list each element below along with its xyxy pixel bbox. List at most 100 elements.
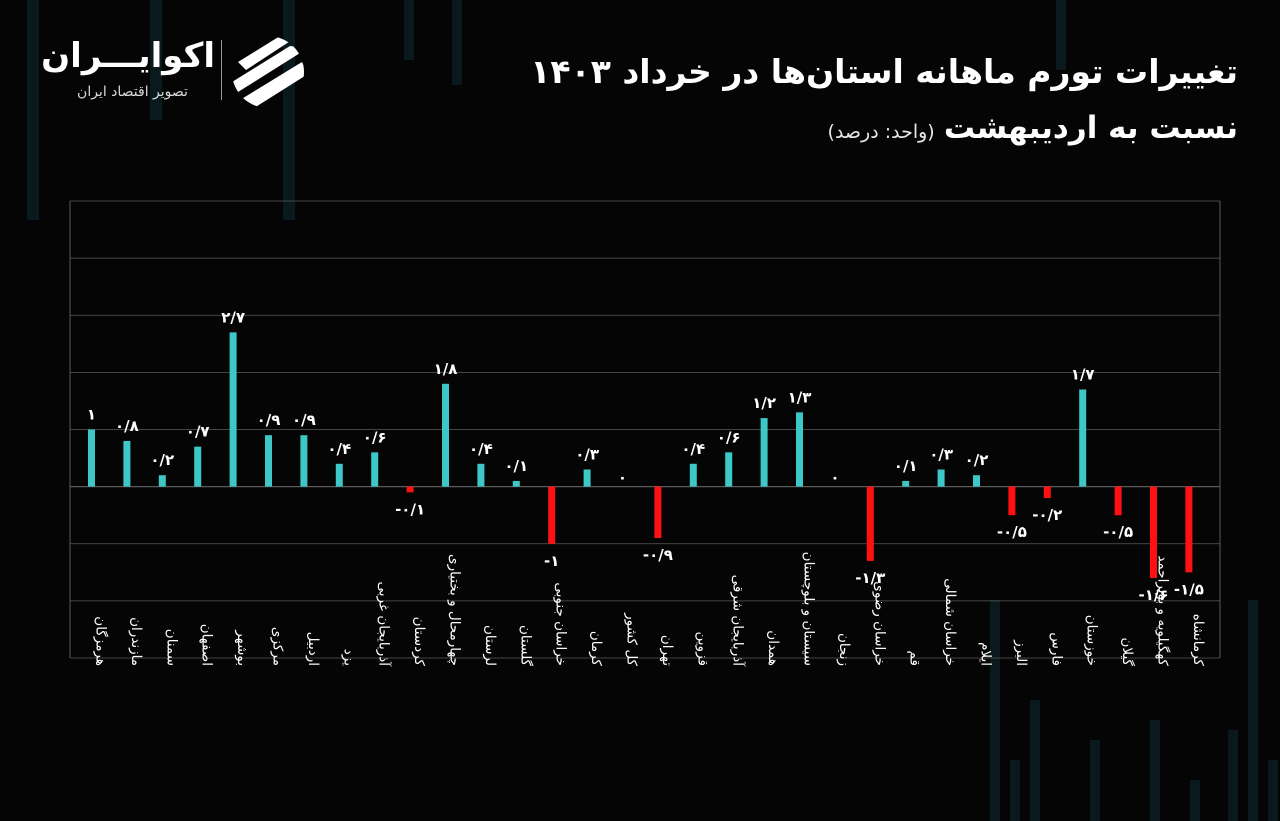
category-label: بوشهر	[234, 629, 250, 666]
bar	[866, 486, 874, 561]
value-labels-group: ۱ ۰/۸ ۰/۲ ۰/۷ ۲/۷ ۰/۹ ۰/۹ ۰/۴ ۰/۶ -۰/۱ ۱/۸ ۰/۴ ۰/۱ -۱…	[87, 308, 1204, 604]
category-label: آذربایجان شرقی	[730, 575, 747, 668]
category-label: مازندران	[128, 617, 144, 666]
bar	[265, 435, 272, 487]
bar-value-label: ۰/۶	[717, 428, 741, 446]
chart-subtitle-row: نسبت به اردیبهشت (واحد: درصد)	[828, 110, 1238, 146]
bar-value-label: ۱/۷	[1071, 366, 1095, 384]
bar	[1114, 486, 1122, 516]
bar-value-label: -۱	[544, 552, 559, 570]
bars-group	[88, 332, 1193, 579]
category-label: خراسان جنوبی	[553, 582, 569, 666]
chart-subtitle: نسبت به اردیبهشت	[943, 110, 1238, 146]
bar	[902, 480, 910, 487]
bar	[583, 469, 591, 487]
bar	[194, 446, 202, 487]
bar	[689, 463, 697, 487]
category-label: سیستان و بلوچستان	[801, 552, 817, 666]
bar	[1150, 486, 1157, 579]
bar	[406, 486, 414, 493]
category-label: آذربایجان غربی	[376, 582, 393, 668]
category-label: همدان	[765, 630, 781, 666]
brand-subtitle: تصویر اقتصاد ایران	[77, 84, 188, 100]
bar	[477, 463, 485, 487]
category-label: خراسان شمالی	[942, 578, 958, 666]
bar-value-label: ۰/۶	[363, 428, 387, 446]
category-label: تهران	[659, 635, 675, 666]
bar-value-label: -۰/۵	[1103, 523, 1133, 541]
category-label: کرمانشاه	[1190, 614, 1206, 667]
bar-value-label: ۰/۹	[292, 411, 316, 429]
bar	[548, 486, 556, 544]
category-label: البرز	[1013, 639, 1029, 666]
bar-value-label: -۰/۱	[395, 500, 425, 518]
category-label: فارس	[1048, 632, 1064, 666]
bar	[937, 469, 945, 487]
bar-value-label: ۰/۳	[929, 445, 953, 463]
bar	[1008, 486, 1016, 516]
bar	[123, 440, 131, 487]
bar-value-label: ۰	[830, 469, 839, 487]
category-label: زنجان	[836, 633, 852, 666]
category-label: گلستان	[517, 625, 534, 667]
bar	[654, 486, 662, 539]
bar-value-label: ۰/۸	[115, 417, 139, 435]
category-label: قزوین	[694, 632, 710, 666]
bar	[512, 480, 520, 487]
bar-value-label: -۰/۵	[997, 523, 1027, 541]
category-label: سمنان	[163, 629, 179, 666]
category-label: اردبیل	[305, 632, 321, 666]
bar-value-label: ۰/۴	[469, 440, 493, 458]
bar-value-label: -۱/۵	[1174, 580, 1204, 598]
bar-value-label: ۱/۲	[752, 394, 776, 412]
brand-logo-icon	[232, 36, 304, 108]
brand-name: اکوایـــران	[41, 36, 215, 76]
category-label: خوزستان	[1084, 615, 1100, 666]
chart-title: تغییرات تورم ماهانه استان‌ها در خرداد ۱۴…	[530, 52, 1238, 91]
bar-value-label: -۰/۹	[643, 546, 673, 564]
bar	[229, 332, 237, 487]
bar-value-label: ۰	[618, 469, 627, 487]
category-label: کردستان	[411, 617, 427, 667]
unit-label: (واحد: درصد)	[827, 121, 935, 143]
category-label: قم	[907, 651, 923, 666]
category-label: چهارمحال و بختیاری	[447, 554, 463, 666]
category-label: گیلان	[1119, 638, 1136, 667]
category-label: یزد	[340, 649, 356, 666]
bar-value-label: ۰/۹	[257, 411, 281, 429]
bar-value-label: -۱/۶	[1138, 586, 1168, 604]
category-label: ایلام	[978, 642, 994, 666]
bar	[1079, 389, 1087, 487]
category-label: کرمان	[588, 631, 604, 667]
category-label: خراسان رضوی	[871, 581, 887, 666]
bar-value-label: -۰/۲	[1032, 506, 1062, 524]
bar	[88, 429, 95, 487]
bar-value-label: ۰/۴	[681, 440, 705, 458]
bar-value-label: ۰/۴	[327, 440, 351, 458]
bar	[1043, 486, 1051, 499]
category-labels-group: هرمزگان مازندران سمنان اصفهان بوشهر مرکزی اردب…	[93, 552, 1206, 668]
bar-value-label: ۱/۳	[788, 388, 812, 406]
bar-value-label: ۲/۷	[221, 308, 245, 326]
bar	[371, 452, 379, 487]
grid-lines	[70, 200, 1220, 659]
logo-divider	[221, 40, 222, 100]
bar	[300, 435, 308, 487]
category-label: هرمزگان	[93, 616, 110, 666]
bar	[1185, 486, 1193, 573]
bar	[760, 418, 768, 487]
bar-value-label: ۰/۱	[894, 457, 918, 475]
category-label: کل کشور	[624, 612, 640, 666]
category-label: کهگیلویه و بویراحمد	[1155, 555, 1172, 666]
category-label: مرکزی	[270, 627, 286, 666]
bar-value-label: ۱	[87, 406, 96, 424]
bar-value-label: ۰/۲	[150, 451, 174, 469]
bar-value-label: ۰/۷	[186, 423, 210, 441]
bar-value-label: ۰/۱	[504, 457, 528, 475]
bar	[158, 475, 166, 487]
bar-value-label: ۱/۸	[434, 360, 458, 378]
bar	[442, 383, 449, 487]
bar-value-label: ۰/۲	[965, 451, 989, 469]
category-label: اصفهان	[199, 624, 215, 666]
